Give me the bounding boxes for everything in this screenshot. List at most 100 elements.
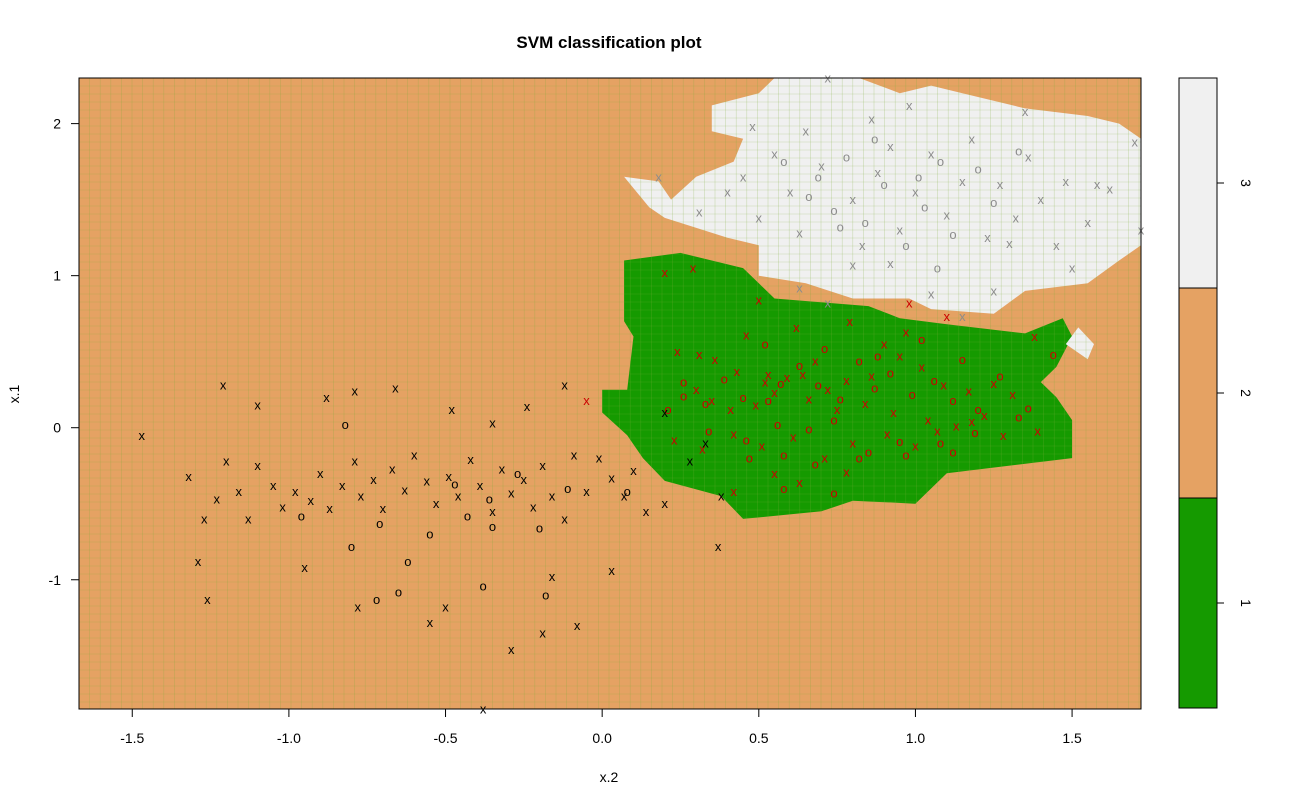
support-vector-point: x — [236, 484, 243, 499]
support-vector-point: x — [850, 258, 857, 273]
support-vector-point: x — [953, 419, 960, 434]
support-vector-point: x — [912, 185, 919, 200]
support-vector-point: x — [596, 451, 603, 466]
support-vector-point: x — [884, 426, 891, 441]
support-vector-point: x — [859, 238, 866, 253]
support-vector-point: x — [771, 147, 778, 162]
support-vector-point: x — [621, 489, 628, 504]
support-vector-point: x — [749, 119, 756, 134]
support-vector-point: x — [326, 501, 333, 516]
data-point: o — [426, 527, 433, 542]
data-point: o — [780, 481, 787, 496]
support-vector-point: x — [730, 426, 737, 441]
support-vector-point: x — [358, 489, 365, 504]
support-vector-point: x — [702, 435, 709, 450]
data-point: o — [837, 391, 844, 406]
support-vector-point: x — [724, 185, 731, 200]
support-vector-point: x — [868, 369, 875, 384]
data-point: o — [1025, 400, 1032, 415]
class-legend: 1 2 3 — [1178, 77, 1254, 709]
support-vector-point: x — [984, 230, 991, 245]
support-vector-point: x — [508, 642, 515, 657]
region-class-1 — [602, 252, 1073, 519]
data-point: o — [805, 422, 812, 437]
support-vector-point: x — [824, 382, 831, 397]
support-vector-point: x — [709, 393, 716, 408]
support-vector-point: x — [699, 442, 706, 457]
data-point: o — [937, 435, 944, 450]
legend-swatch — [1178, 77, 1218, 289]
support-vector-point: x — [887, 139, 894, 154]
support-vector-point: x — [762, 375, 769, 390]
support-vector-point: x — [370, 472, 377, 487]
support-vector-point: x — [806, 391, 813, 406]
data-point: o — [564, 481, 571, 496]
support-vector-point: x — [671, 432, 678, 447]
support-vector-point: x — [539, 458, 546, 473]
data-point: o — [1050, 347, 1057, 362]
support-vector-point: x — [1000, 428, 1007, 443]
data-point: o — [451, 477, 458, 492]
support-vector-point: x — [508, 486, 515, 501]
data-point: o — [765, 393, 772, 408]
support-vector-point: x — [850, 192, 857, 207]
support-vector-point: x — [693, 382, 700, 397]
data-point: o — [896, 434, 903, 449]
support-vector-point: x — [1084, 215, 1091, 230]
support-vector-point: x — [881, 337, 888, 352]
data-point: o — [974, 162, 981, 177]
data-point: o — [855, 353, 862, 368]
support-vector-point: x — [734, 364, 741, 379]
x-axis: -1.5 -1.0 -0.5 0.0 0.5 1.0 1.5 — [120, 708, 1082, 746]
data-point: o — [934, 261, 941, 276]
support-vector-point: x — [630, 463, 637, 478]
support-vector-point: x — [220, 378, 227, 393]
data-point: o — [830, 486, 837, 501]
support-vector-point: x — [959, 309, 966, 324]
support-vector-point: x — [715, 539, 722, 554]
support-vector-point: x — [771, 385, 778, 400]
support-vector-point: x — [959, 174, 966, 189]
data-point: o — [921, 200, 928, 215]
support-vector-point: x — [1022, 104, 1029, 119]
y-tick-label: 1 — [53, 268, 61, 284]
support-vector-point: x — [991, 376, 998, 391]
support-vector-point: x — [402, 483, 409, 498]
support-vector-point: x — [887, 256, 894, 271]
support-vector-point: x — [1012, 210, 1019, 225]
y-tick-label: 0 — [53, 420, 61, 436]
support-vector-point: x — [662, 496, 669, 511]
support-vector-point: x — [696, 347, 703, 362]
support-vector-point: x — [687, 454, 694, 469]
support-vector-point: x — [214, 492, 221, 507]
support-vector-point: x — [824, 296, 831, 311]
support-vector-point: x — [862, 396, 869, 411]
support-vector-point: x — [449, 402, 456, 417]
support-vector-point: x — [696, 204, 703, 219]
data-point: o — [887, 366, 894, 381]
data-point: o — [902, 238, 909, 253]
data-point: o — [996, 369, 1003, 384]
support-vector-point: x — [790, 429, 797, 444]
decision-regions — [79, 78, 1141, 709]
data-point: o — [624, 484, 631, 499]
support-vector-point: x — [868, 112, 875, 127]
support-vector-point: x — [944, 309, 951, 324]
data-point: o — [348, 539, 355, 554]
support-vector-point: x — [799, 367, 806, 382]
support-vector-point: x — [906, 296, 913, 311]
support-vector-point: x — [292, 484, 299, 499]
support-vector-point: x — [740, 169, 747, 184]
support-vector-point: x — [549, 569, 556, 584]
support-vector-point: x — [796, 226, 803, 241]
support-vector-point: x — [818, 159, 825, 174]
support-vector-point: x — [643, 504, 650, 519]
legend-label: 2 — [1238, 389, 1254, 397]
support-vector-point: x — [245, 511, 252, 526]
data-point: o — [298, 508, 305, 523]
support-vector-point: x — [455, 489, 462, 504]
support-vector-point: x — [912, 439, 919, 454]
support-vector-point: x — [571, 448, 578, 463]
legend-swatch — [1178, 287, 1218, 499]
